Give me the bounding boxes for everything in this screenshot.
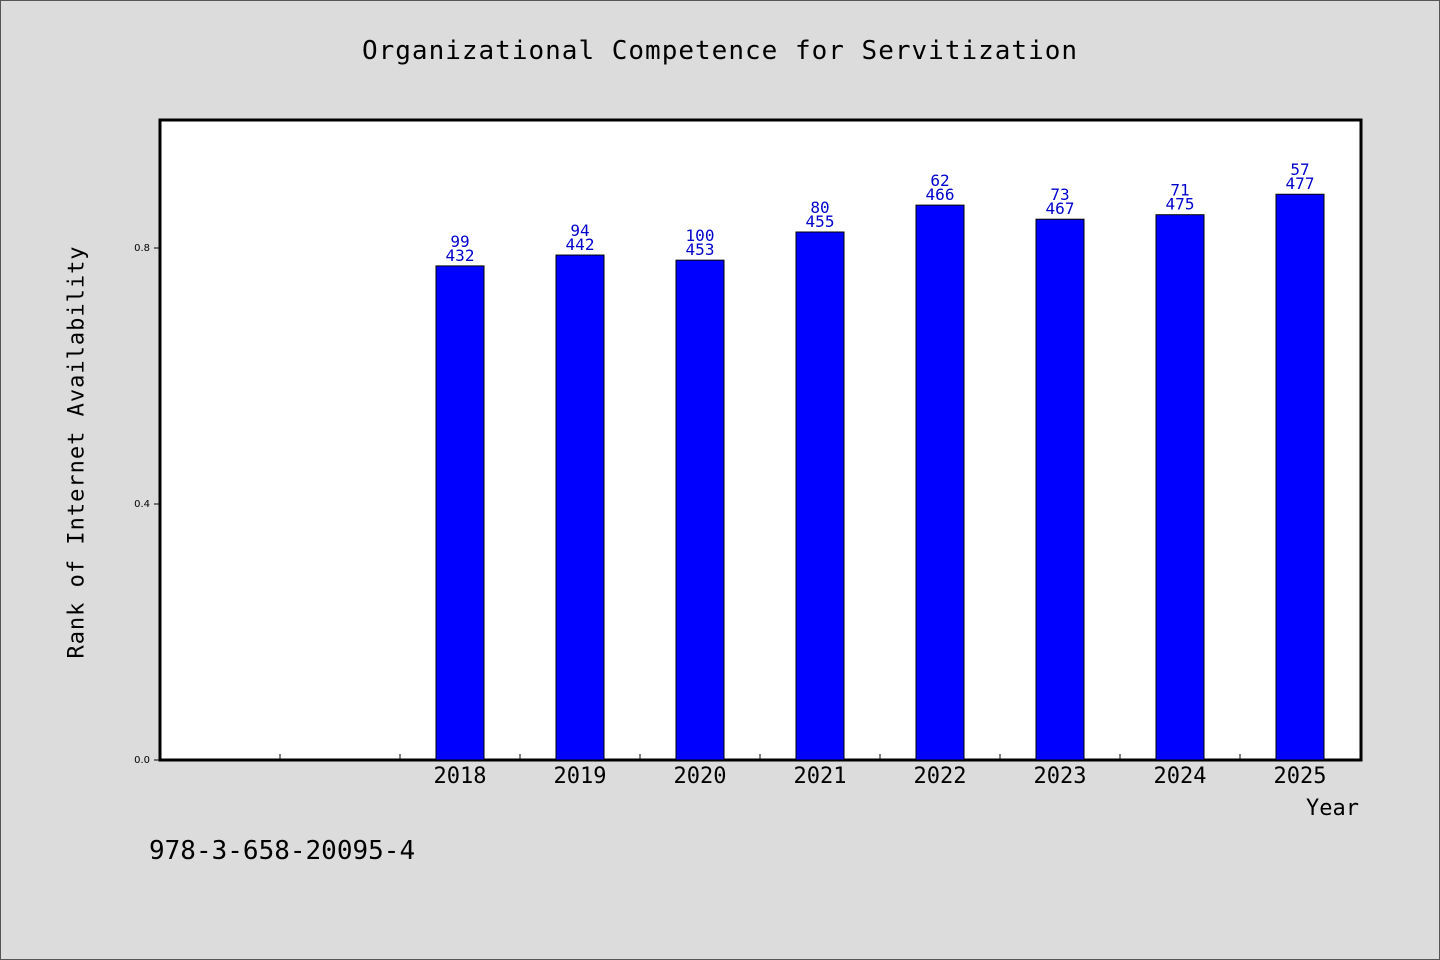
- x-tick-label: 2020: [674, 764, 727, 789]
- bar-label-top: 62: [930, 171, 949, 190]
- bar-label-top: 71: [1170, 181, 1189, 200]
- bar-2022: [915, 204, 965, 761]
- x-tick-label: 2023: [1034, 764, 1087, 789]
- bar-2019: [555, 254, 605, 761]
- isbn-footer: 978-3-658-20095-4: [149, 836, 416, 866]
- y-tick-label: 0.0: [134, 755, 150, 766]
- bar-label-bottom: 477: [1286, 174, 1315, 193]
- y-tick-label: 0.4: [134, 499, 150, 510]
- bar-label-bottom: 466: [926, 185, 955, 204]
- bar-2020: [675, 259, 725, 761]
- bar-label-top: 99: [450, 232, 469, 251]
- bar-label-top: 94: [570, 221, 589, 240]
- bar-label-top: 80: [810, 198, 829, 217]
- x-tick-label: 2025: [1274, 764, 1327, 789]
- x-tick-label: 2022: [914, 764, 967, 789]
- bar-2023: [1035, 218, 1085, 761]
- bar-label-top: 57: [1290, 160, 1309, 179]
- bar-2021: [795, 231, 845, 761]
- bar-2024: [1155, 214, 1205, 761]
- y-tick-label: 0.8: [134, 243, 150, 254]
- x-tick-label: 2021: [794, 764, 847, 789]
- bar-label-bottom: 453: [686, 240, 715, 259]
- bar-label-bottom: 475: [1166, 195, 1195, 214]
- bar-label-bottom: 467: [1046, 199, 1075, 218]
- bar-2018: [435, 265, 485, 761]
- chart-title: Organizational Competence for Servitizat…: [361, 36, 1079, 66]
- x-axis-label: Year: [1306, 796, 1359, 821]
- x-tick-label: 2019: [554, 764, 607, 789]
- bar-2025: [1275, 193, 1325, 761]
- bar-label-bottom: 455: [806, 212, 835, 231]
- bar-label-bottom: 432: [446, 246, 475, 265]
- x-tick-label: 2018: [434, 764, 487, 789]
- bar-label-bottom: 442: [566, 235, 595, 254]
- bar-label-top: 100: [686, 226, 715, 245]
- bar-label-top: 73: [1050, 185, 1069, 204]
- x-tick-label: 2024: [1154, 764, 1207, 789]
